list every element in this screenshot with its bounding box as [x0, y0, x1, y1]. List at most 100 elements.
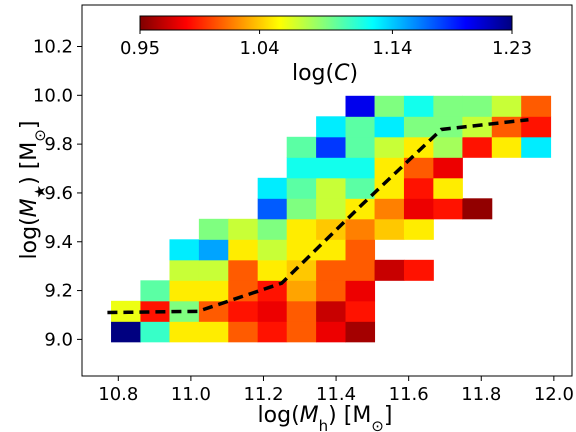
colorbar-label-part: C [334, 61, 350, 86]
heat-cell [433, 198, 463, 220]
colorbar [139, 15, 513, 31]
heat-cell [374, 218, 405, 240]
heat-cell [169, 239, 200, 261]
y-axis-label-part: ★ [31, 185, 49, 198]
heat-cell [521, 95, 552, 117]
heat-cell [462, 198, 493, 220]
heat-cell [403, 218, 434, 240]
y-tick-label: 9.4 [44, 232, 73, 253]
heat-cell [286, 177, 317, 199]
heat-cell [228, 280, 259, 302]
heat-cell [374, 259, 405, 281]
heat-cell [462, 95, 493, 117]
heat-cell [316, 259, 347, 281]
heat-cell [286, 157, 317, 179]
heat-cell [491, 116, 522, 138]
x-axis-label-part: log( [258, 403, 300, 428]
y-tick-label: 9.6 [44, 183, 73, 204]
heat-cell [316, 280, 347, 302]
heat-cell [374, 95, 405, 117]
heat-cell [345, 157, 376, 179]
heat-cell [228, 300, 259, 322]
heat-cell [433, 177, 463, 199]
x-axis-label-part: ⊙ [371, 417, 384, 432]
y-tick-label: 10.0 [33, 85, 73, 106]
x-axis-label-part: M [300, 403, 319, 428]
x-axis-label-part: h [319, 417, 329, 432]
heat-cell [198, 300, 229, 322]
colorbar-tick-label: 1.04 [240, 38, 280, 59]
heat-cell [374, 198, 405, 220]
heat-cell [403, 157, 434, 179]
x-tick-label: 11.6 [389, 384, 429, 405]
heat-cell [286, 198, 317, 220]
y-axis-label: log(M★) [M⊙] [17, 121, 49, 260]
heat-cell [140, 280, 170, 302]
heat-cell [228, 218, 259, 240]
heat-cell [433, 157, 463, 179]
y-tick-label: 9.0 [44, 329, 73, 350]
heat-cell [286, 136, 317, 158]
heat-cell [286, 300, 317, 322]
heat-cell [316, 116, 347, 138]
heat-cell [228, 239, 259, 261]
colorbar-tick-label: 1.14 [372, 38, 412, 59]
colorbar-label-part: log( [292, 61, 334, 86]
heat-cell [257, 218, 288, 240]
y-tick-label: 9.8 [44, 134, 73, 155]
heat-cell [111, 321, 141, 343]
heat-cell [257, 239, 288, 261]
heat-cell [257, 198, 288, 220]
heat-cell [374, 116, 405, 138]
heat-cell [198, 280, 229, 302]
x-tick-label: 11.0 [171, 384, 211, 405]
colorbar-label-part: ) [349, 61, 358, 86]
heat-cell [316, 198, 347, 220]
heat-cell [228, 321, 259, 343]
heat-cell [257, 321, 288, 343]
heat-cell [286, 280, 317, 302]
heat-cell [198, 239, 229, 261]
heat-cell [286, 218, 317, 240]
heat-cell [198, 321, 229, 343]
heat-cell [345, 321, 376, 343]
heat-cell [345, 300, 376, 322]
heat-cell [462, 136, 493, 158]
heat-cell [257, 259, 288, 281]
heat-cell [316, 177, 347, 199]
heat-cell [345, 239, 376, 261]
heat-cell [169, 300, 200, 322]
y-axis-label-part: ⊙ [31, 129, 49, 142]
heat-cell [403, 177, 434, 199]
heat-cell [316, 321, 347, 343]
x-axis-label: log(Mh) [M⊙] [258, 403, 393, 432]
heat-cell [403, 198, 434, 220]
heat-cell [521, 136, 552, 158]
heat-cell [286, 239, 317, 261]
heat-cell [374, 136, 405, 158]
plot-frame [81, 4, 573, 377]
heat-cell [521, 116, 552, 138]
heat-cell [433, 95, 463, 117]
y-tick-label: 9.2 [44, 281, 73, 302]
heat-cell [140, 321, 170, 343]
heat-cell [257, 300, 288, 322]
heat-cell [345, 95, 376, 117]
heat-cell [316, 218, 347, 240]
heat-cell [345, 136, 376, 158]
colorbar-tick-label: 0.95 [120, 38, 160, 59]
y-axis-label-part: log( [17, 217, 42, 259]
heat-cell [198, 259, 229, 281]
heat-cell [345, 280, 376, 302]
x-tick-label: 11.8 [461, 384, 501, 405]
heat-cell [345, 177, 376, 199]
heat-cell [403, 259, 434, 281]
colorbar-tick-label: 1.23 [492, 38, 532, 59]
y-axis-label-part: M [17, 198, 42, 217]
heat-cell [286, 321, 317, 343]
heat-cell [374, 177, 405, 199]
x-tick-label: 11.2 [243, 384, 283, 405]
heat-cell [169, 280, 200, 302]
heat-cell [316, 300, 347, 322]
